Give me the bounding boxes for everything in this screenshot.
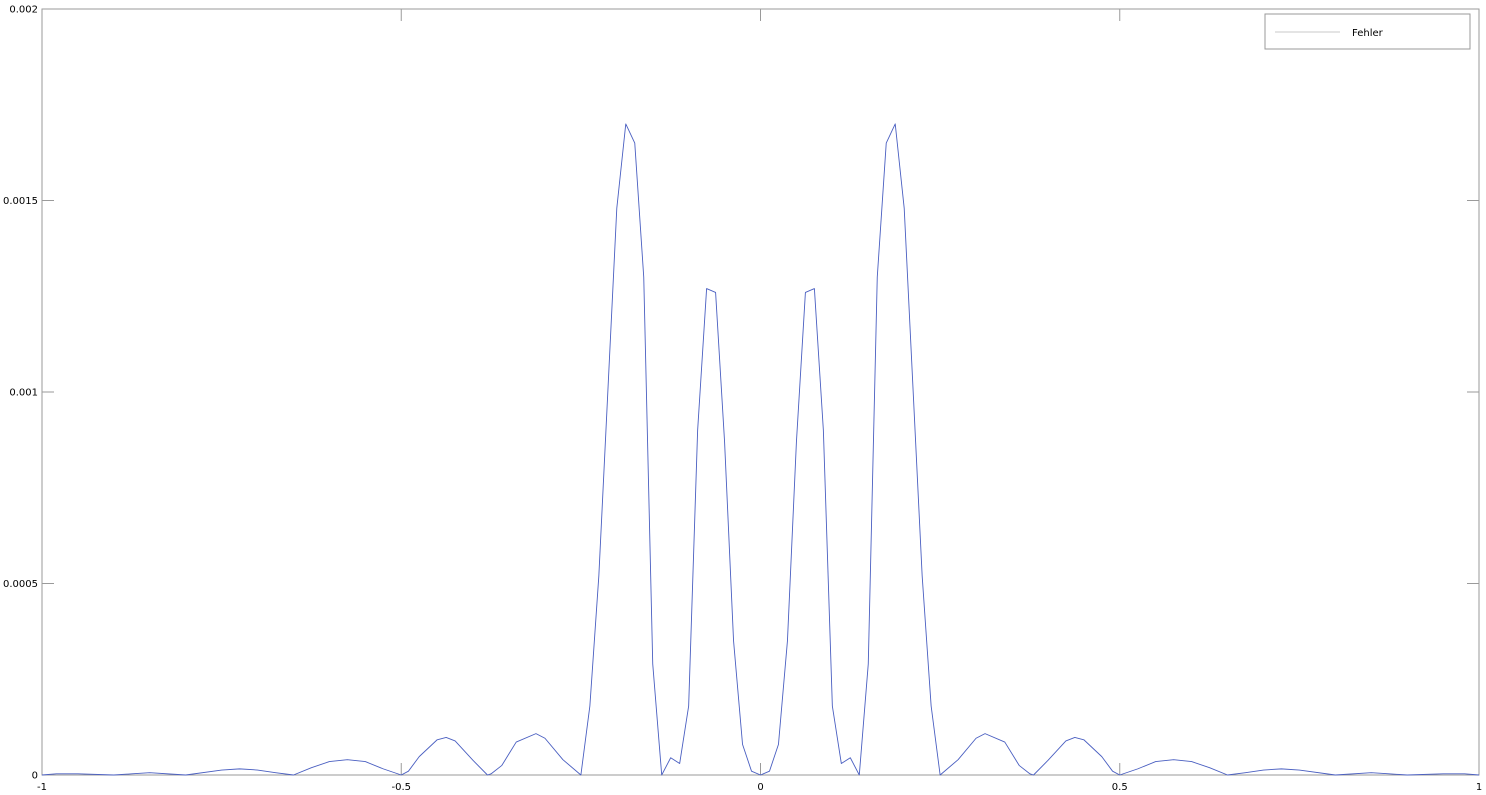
x-tick-label: 1 (1476, 782, 1482, 793)
y-tick-label: 0.0015 (3, 196, 38, 207)
y-tick-label: 0.002 (9, 5, 38, 16)
plot-area (41, 8, 1480, 776)
x-tick-label: -1 (37, 782, 47, 793)
y-tick-label: 0 (32, 771, 38, 782)
y-tick-label: 0.001 (9, 388, 38, 399)
x-tick-label: 0 (757, 782, 763, 793)
x-tick-label: -0.5 (391, 782, 411, 793)
series-layer (41, 123, 1480, 776)
legend: Fehler (1264, 13, 1471, 50)
axis-tick-labels: -1 -0.5 0 0.5 1 0 0.0005 0.001 0.0015 0.002 (3, 5, 1482, 794)
legend-label: Fehler (1352, 28, 1384, 39)
y-tick-label: 0.0005 (3, 579, 38, 590)
series-line-0 (41, 123, 1480, 776)
x-tick-label: 0.5 (1112, 782, 1128, 793)
